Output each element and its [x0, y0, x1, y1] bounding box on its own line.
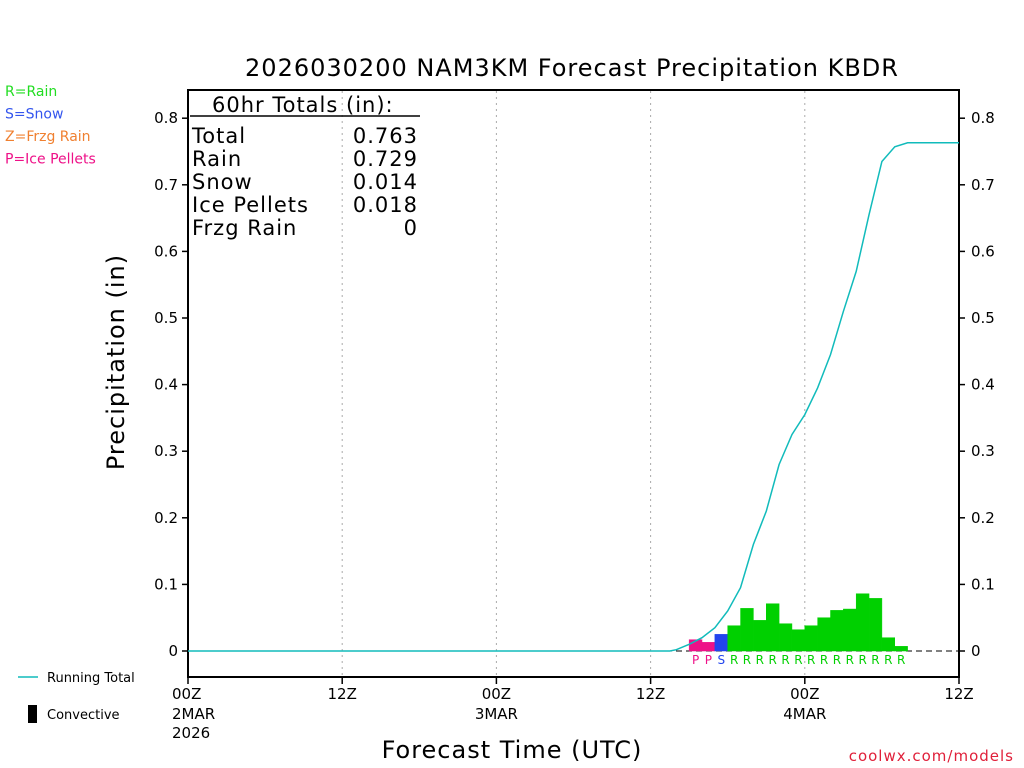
precip-type-letter: R [884, 653, 892, 667]
running-total-legend-label: Running Total [47, 671, 135, 686]
precip-type-letter: R [833, 653, 841, 667]
chart-title: 2026030200 NAM3KM Forecast Precipitation… [245, 54, 899, 82]
totals-row-value: 0.729 [353, 147, 418, 171]
x-tick-label-time: 12Z [944, 685, 973, 703]
type-legend-item: S=Snow [5, 107, 63, 123]
precip-type-letter: R [846, 653, 854, 667]
precip-bar [740, 608, 754, 652]
precip-type-legend: R=Rain S=Snow Z=Frzg Rain P=Ice Pellets [5, 84, 96, 168]
precip-type-letter: R [730, 653, 738, 667]
convective-legend-label: Convective [47, 708, 120, 723]
precip-bar [766, 603, 780, 652]
y-axis-title: Precipitation (in) [102, 254, 130, 470]
totals-row-value: 0.018 [353, 193, 418, 217]
precip-bar [727, 625, 741, 652]
x-axis-title: Forecast Time (UTC) [382, 736, 643, 764]
precip-bar [881, 637, 896, 652]
precip-type-letter: R [871, 653, 879, 667]
plot-frame [187, 89, 960, 678]
precip-type-letter: R [756, 653, 764, 667]
precip-type-letter: R [820, 653, 828, 667]
precip-type-letter: P [692, 653, 699, 667]
precip-type-letter: R [781, 653, 789, 667]
precip-type-letter: P [705, 653, 712, 667]
x-tick-label-time: 00Z [172, 685, 201, 703]
precip-type-letter: R [769, 653, 777, 667]
totals-row-label: Total [191, 124, 246, 148]
y-tick-label-right: 0.4 [971, 376, 995, 394]
totals-row-label: Ice Pellets [192, 193, 309, 217]
totals-header: 60hr Totals (in): [212, 93, 394, 117]
gridlines [341, 91, 806, 676]
running-total-line [188, 142, 959, 652]
precip-type-letter: R [743, 653, 751, 667]
y-axis-ticks: 0 0 0.1 0.1 0.2 0.2 0.3 0.3 0.4 0.4 0.5 0.5 0.6 0.6 0.… [154, 109, 995, 660]
credit-text: coolwx.com/models [849, 747, 1014, 765]
totals-rows: Total 0.763 Rain 0.729 Snow 0.014 Ice Pellets 0… [191, 124, 418, 240]
totals-box: 60hr Totals (in): Total 0.763 Rain 0.729 Sno… [190, 93, 420, 240]
y-tick-label-left: 0.6 [154, 242, 178, 260]
totals-row-label: Rain [192, 147, 242, 171]
precip-bar [843, 608, 857, 652]
y-tick-label-left: 0.1 [154, 575, 178, 593]
precip-bar [778, 623, 793, 652]
y-tick-label-right: 0.3 [971, 442, 995, 460]
precip-bars [688, 593, 908, 652]
x-tick-label-time: 12Z [328, 685, 357, 703]
precip-bar [855, 593, 870, 652]
precip-bar [817, 617, 831, 652]
x-tick-label-date: 4MAR [783, 705, 826, 723]
type-legend-item: Z=Frzg Rain [5, 129, 91, 145]
x-tick-label-time: 00Z [482, 685, 511, 703]
type-legend-item: R=Rain [5, 84, 57, 100]
precip-bar [753, 620, 767, 652]
y-tick-label-right: 0.1 [971, 575, 995, 593]
totals-row-value: 0.014 [353, 170, 418, 194]
x-tick-label-date: 3MAR [475, 705, 518, 723]
precip-bar [868, 598, 883, 652]
y-tick-label-right: 0.2 [971, 509, 995, 527]
precip-type-letter: R [897, 653, 905, 667]
y-tick-label-left: 0 [168, 642, 178, 660]
precip-bar [804, 625, 818, 652]
y-tick-label-right: 0.8 [971, 109, 995, 127]
precip-type-letter: R [794, 653, 802, 667]
precip-type-letter: S [717, 653, 725, 667]
convective-legend-swatch [28, 705, 37, 723]
x-tick-label-time: 12Z [636, 685, 665, 703]
precip-bar [701, 642, 716, 652]
precip-bar [894, 646, 908, 652]
totals-row-value: 0.763 [353, 124, 418, 148]
y-tick-label-right: 0.5 [971, 309, 995, 327]
y-tick-label-left: 0.4 [154, 376, 178, 394]
totals-row-label: Frzg Rain [192, 216, 297, 240]
y-tick-label-right: 0 [971, 642, 981, 660]
type-legend-item: P=Ice Pellets [5, 152, 96, 168]
precip-bar [791, 629, 806, 652]
y-tick-label-left: 0.7 [154, 176, 178, 194]
precip-bar [714, 634, 728, 652]
y-tick-label-left: 0.2 [154, 509, 178, 527]
y-tick-label-right: 0.7 [971, 176, 995, 194]
precip-bar [830, 610, 844, 652]
precip-type-letter: R [807, 653, 815, 667]
precip-type-letter: R [858, 653, 866, 667]
y-tick-label-left: 0.3 [154, 442, 178, 460]
x-tick-label-time: 00Z [790, 685, 819, 703]
totals-row-label: Snow [192, 170, 253, 194]
y-tick-label-left: 0.5 [154, 309, 178, 327]
y-tick-label-right: 0.6 [971, 242, 995, 260]
totals-row-value: 0 [404, 216, 418, 240]
x-tick-label-year: 2026 [172, 724, 210, 742]
x-tick-label-date: 2MAR [172, 705, 215, 723]
y-tick-label-left: 0.8 [154, 109, 178, 127]
